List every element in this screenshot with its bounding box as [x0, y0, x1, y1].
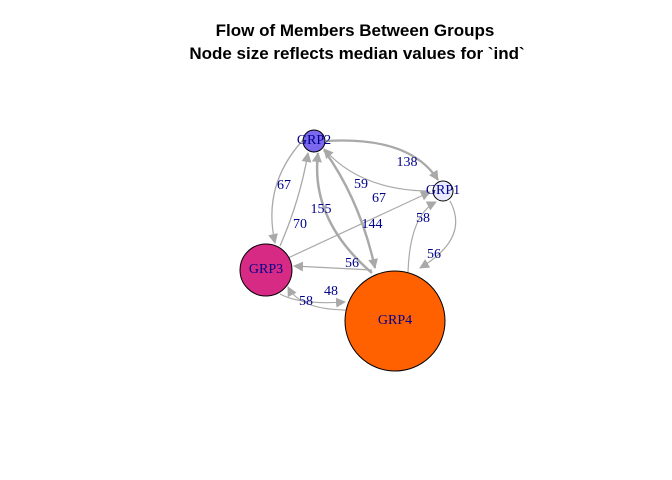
edge-grp3-to-grp1 [287, 191, 431, 259]
node-grp3 [239, 243, 293, 297]
edge-grp1-to-grp4 [419, 200, 457, 269]
node-label-grp3: GRP3 [249, 262, 283, 277]
edge-weight-label: 58 [299, 294, 313, 309]
node-label-grp1: GRP1 [426, 183, 460, 198]
edge-grp4-to-grp2 [311, 152, 373, 274]
edge-grp3-to-grp4 [279, 293, 346, 308]
node-label-grp4: GRP4 [378, 313, 412, 328]
edge-grp4-to-grp3 [287, 286, 349, 311]
nodes-layer: GRP1 GRP2 GRP3 GRP4 [239, 129, 460, 372]
edge-weight-label: 48 [324, 284, 338, 299]
node-grp2 [302, 129, 326, 153]
node-grp4 [344, 270, 446, 372]
edge-weight-label: 67 [372, 191, 386, 206]
edge-weight-label: 138 [397, 155, 418, 170]
edge-grp2-to-grp1 [325, 139, 439, 181]
edge-weight-label: 56 [345, 256, 359, 271]
edge-grp2-to-grp3 [268, 139, 304, 244]
edge-weight-label: 155 [311, 202, 332, 217]
edge-labels-layer: 138 59 67 67 70 155 144 58 56 56 48 58 [277, 155, 441, 309]
title-line-2: Node size reflects median values for `in… [189, 44, 524, 63]
edge-weight-label: 59 [354, 177, 368, 192]
edge-grp2-to-grp4 [323, 149, 378, 269]
node-grp1 [432, 180, 454, 202]
edge-weight-label: 70 [293, 217, 307, 232]
edge-weight-label: 67 [277, 178, 291, 193]
edge-grp3-to-grp2 [279, 152, 312, 247]
node-label-grp2: GRP2 [297, 133, 331, 148]
edge-weight-label: 56 [427, 247, 441, 262]
edge-grp4-to-grp3 [293, 261, 373, 272]
edge-grp1-to-grp2 [323, 148, 429, 192]
edge-weight-label: 144 [362, 217, 383, 232]
edge-grp4-to-grp1 [407, 201, 437, 273]
edges-layer [268, 139, 457, 311]
title-line-1: Flow of Members Between Groups [216, 21, 495, 40]
edge-weight-label: 58 [416, 211, 430, 226]
